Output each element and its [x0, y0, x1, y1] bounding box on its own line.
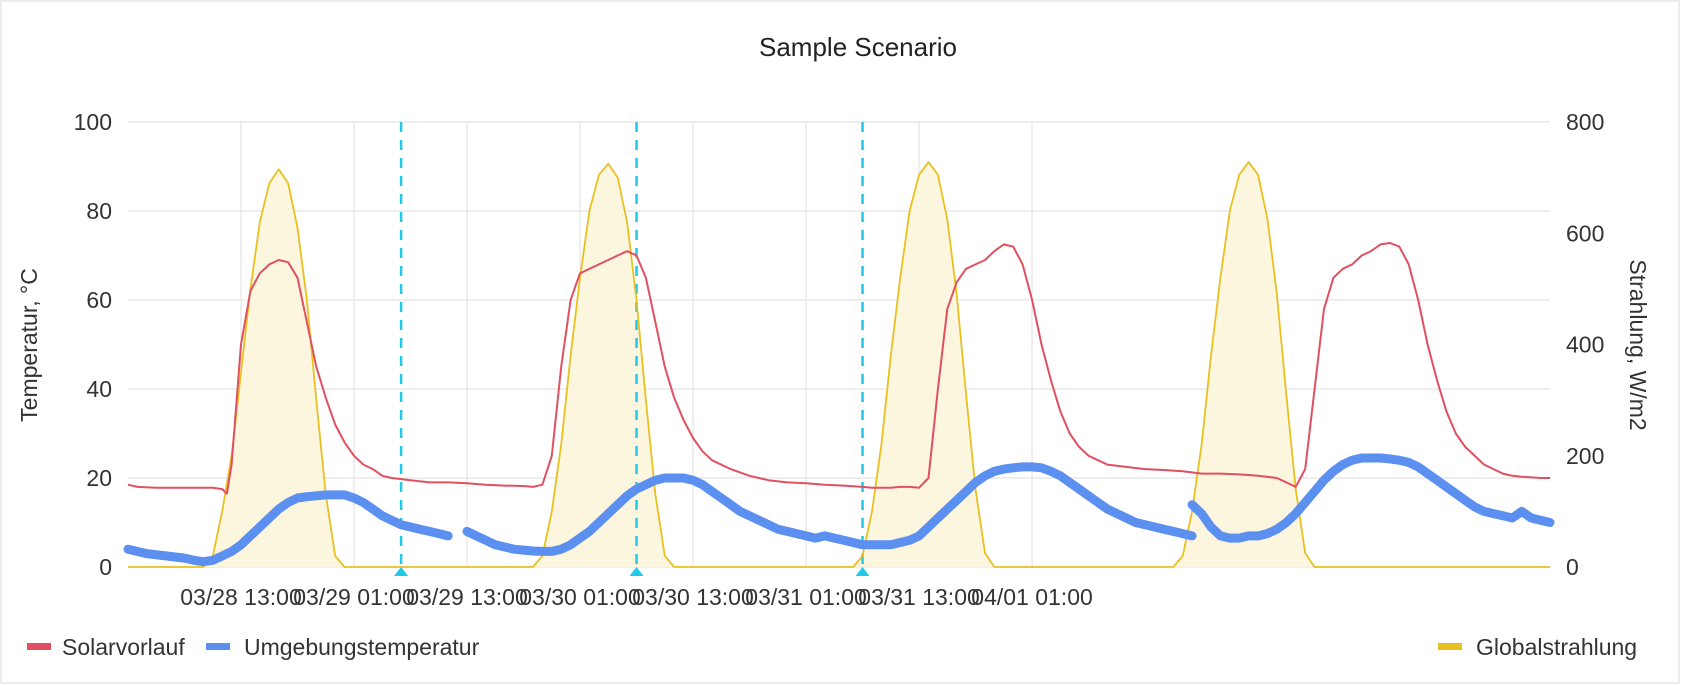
legend-label-globalstrahlung[interactable]: Globalstrahlung [1476, 634, 1637, 660]
y-axis-right-label: Strahlung, W/m2 [1625, 259, 1651, 430]
legend-label-solarvorlauf[interactable]: Solarvorlauf [62, 634, 185, 660]
x-tick-1: 03/29 01:00 [293, 584, 415, 610]
vertical-markers [394, 122, 870, 576]
chart-title: Sample Scenario [759, 32, 957, 62]
x-tick-4: 03/30 13:00 [632, 584, 754, 610]
y-right-tick-800: 800 [1566, 109, 1604, 135]
x-tick-7: 04/01 01:00 [971, 584, 1093, 610]
series-line-umgebungstemperatur-segment-2 [1187, 453, 1555, 543]
series-line-solarvorlauf [127, 242, 1550, 495]
legend-swatch-globalstrahlung[interactable] [1438, 643, 1462, 650]
vertical-marker-triangle-1[interactable] [629, 567, 644, 576]
x-tick-6: 03/31 13:00 [858, 584, 980, 610]
y-right-tick-400: 400 [1566, 332, 1604, 358]
series-line-globalstrahlung [128, 161, 1550, 568]
series-layer [123, 161, 1555, 568]
x-tick-5: 03/31 01:00 [745, 584, 867, 610]
series-line-umgebungstemperatur-segment-0 [123, 490, 453, 567]
y-left-tick-100: 100 [74, 109, 112, 135]
legend-swatch-solarvorlauf[interactable] [27, 643, 51, 650]
legend-swatch-umgebungstemperatur[interactable] [206, 643, 230, 650]
y-right-tick-200: 200 [1566, 443, 1604, 469]
radiation-fill [128, 162, 1550, 567]
y-right-tick-600: 600 [1566, 220, 1604, 246]
y-right-tick-0: 0 [1566, 554, 1579, 580]
x-tick-2: 03/29 13:00 [406, 584, 528, 610]
legend-label-umgebungstemperatur[interactable]: Umgebungstemperatur [244, 634, 480, 660]
y-left-tick-0: 0 [99, 554, 112, 580]
x-tick-0: 03/28 13:00 [180, 584, 302, 610]
globalstrahlung-area [128, 162, 1550, 567]
y-left-tick-20: 20 [86, 465, 112, 491]
series-line-umgebungstemperatur-segment-1 [462, 462, 1197, 556]
y-left-tick-80: 80 [86, 198, 112, 224]
y-axis-left-label: Temperatur, °C [16, 268, 42, 422]
y-left-tick-40: 40 [86, 376, 112, 402]
vertical-marker-triangle-0[interactable] [394, 567, 409, 576]
legend: Solarvorlauf Umgebungstemperatur Globals… [27, 634, 1637, 660]
x-tick-3: 03/30 01:00 [519, 584, 641, 610]
vertical-marker-triangle-2[interactable] [855, 567, 870, 576]
y-left-tick-60: 60 [86, 287, 112, 313]
